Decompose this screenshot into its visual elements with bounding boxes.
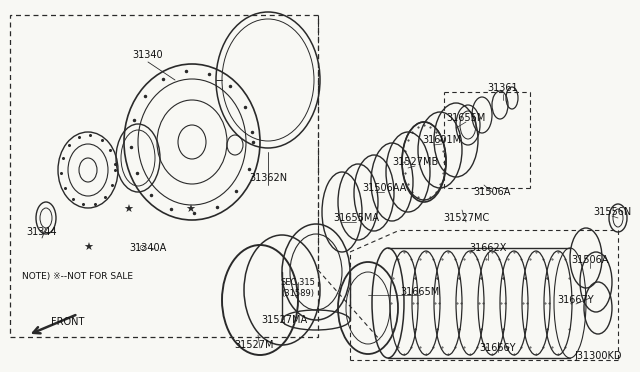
Text: 31667Y: 31667Y (557, 295, 595, 305)
Text: 31527MA: 31527MA (261, 315, 307, 325)
Text: 31527MC: 31527MC (443, 213, 489, 223)
Text: 31344: 31344 (27, 227, 58, 237)
Bar (10, 15, 318, 337)
Text: 31527M: 31527M (234, 340, 274, 350)
Text: 31361: 31361 (488, 83, 518, 93)
Text: 31655M: 31655M (446, 113, 486, 123)
Text: 31665M: 31665M (401, 287, 440, 297)
Text: ★: ★ (185, 205, 195, 215)
Text: 31666Y: 31666Y (480, 343, 516, 353)
Text: J31300KD: J31300KD (574, 351, 621, 361)
Text: ⊙: ⊙ (138, 244, 145, 253)
Text: 31601M: 31601M (422, 135, 461, 145)
Text: ★: ★ (123, 205, 133, 215)
Text: 31556N: 31556N (593, 207, 631, 217)
Text: 31506AA: 31506AA (362, 183, 406, 193)
Text: 31362N: 31362N (249, 173, 287, 183)
Text: 31655MA: 31655MA (333, 213, 379, 223)
Text: ★: ★ (83, 243, 93, 253)
Text: SEC.315
(31589): SEC.315 (31589) (280, 278, 316, 298)
Text: NOTE) ※--NOT FOR SALE: NOTE) ※--NOT FOR SALE (22, 272, 134, 280)
Text: FRONT: FRONT (51, 317, 84, 327)
Text: 31662X: 31662X (469, 243, 507, 253)
Text: 31506A: 31506A (474, 187, 511, 197)
Text: 31506A: 31506A (572, 255, 609, 265)
Text: 31340: 31340 (132, 50, 163, 60)
Text: 31527MB: 31527MB (392, 157, 438, 167)
Text: 31340A: 31340A (129, 243, 166, 253)
